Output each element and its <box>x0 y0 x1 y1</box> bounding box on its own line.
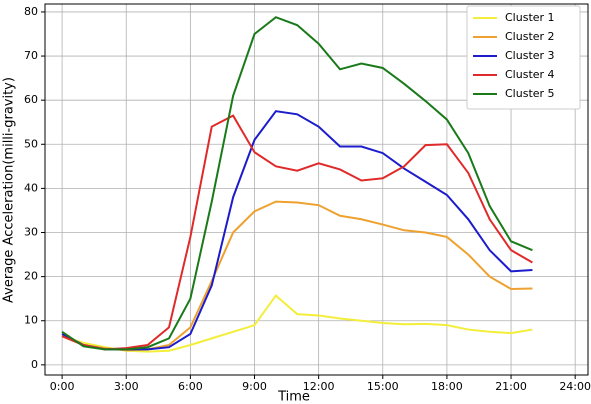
y-tick-label: 80 <box>24 5 38 18</box>
y-tick-label: 10 <box>24 314 38 327</box>
x-tick-label: 6:00 <box>178 380 203 393</box>
line-series <box>61 16 533 351</box>
x-tick-label: 12:00 <box>303 380 335 393</box>
legend-label: Cluster 1 <box>505 11 555 24</box>
y-tick-label: 40 <box>24 181 38 194</box>
legend-label: Cluster 3 <box>505 49 555 62</box>
x-tick-label: 0:00 <box>50 380 75 393</box>
x-axis-label: Time <box>277 390 310 404</box>
line-series <box>61 114 533 351</box>
plot-frame <box>44 3 589 376</box>
x-tick-label: 18:00 <box>431 380 463 393</box>
y-tick-label: 50 <box>24 137 38 150</box>
x-tick-label: 9:00 <box>242 380 267 393</box>
legend-label: Cluster 5 <box>505 87 555 100</box>
y-tick-label: 60 <box>24 93 38 106</box>
y-tick-label: 20 <box>24 270 38 283</box>
x-tick-label: 15:00 <box>367 380 399 393</box>
y-tick-label: 70 <box>24 49 38 62</box>
x-tick-label: 3:00 <box>114 380 139 393</box>
x-tick-label: 24:00 <box>559 380 591 393</box>
legend-label: Cluster 4 <box>505 68 555 81</box>
y-tick-label: 30 <box>24 226 38 239</box>
x-tick-label: 21:00 <box>495 380 527 393</box>
y-axis-label: Average Acceleration(milli-gravity) <box>2 77 17 303</box>
legend-box <box>466 5 581 110</box>
line-series <box>61 294 533 353</box>
line-series <box>61 110 533 351</box>
y-tick-label: 0 <box>31 358 38 371</box>
legend-label: Cluster 2 <box>505 30 555 43</box>
